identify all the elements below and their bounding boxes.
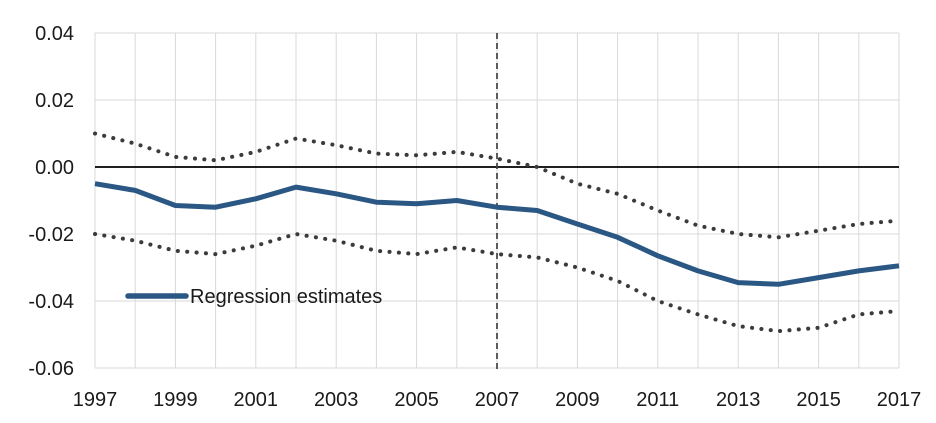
x-axis-tick-label: 2005: [394, 389, 439, 411]
x-axis-tick-label: 2015: [796, 389, 841, 411]
x-axis-tick-label: 2009: [555, 389, 600, 411]
y-axis-tick-label: 0.00: [35, 157, 74, 179]
x-axis-tick-label: 1997: [73, 389, 118, 411]
x-axis-tick-label: 1999: [153, 389, 198, 411]
regression-estimates-line: [94, 181, 900, 287]
y-axis-tick-label: -0.06: [28, 358, 74, 380]
y-axis-tick-label: -0.04: [28, 291, 74, 313]
legend-label: Regression estimates: [190, 286, 382, 308]
x-axis-tick-label: 2003: [314, 389, 359, 411]
y-axis-tick-label: 0.02: [35, 90, 74, 112]
x-axis-tick-label: 2001: [234, 389, 279, 411]
x-axis-tick-label: 2013: [716, 389, 761, 411]
x-axis-tick-label: 2017: [877, 389, 922, 411]
x-axis-tick-label: 2007: [475, 389, 520, 411]
x-axis-tick-label: 2011: [636, 389, 679, 411]
y-axis-tick-label: -0.02: [28, 224, 74, 246]
y-axis-tick-label: 0.04: [35, 23, 74, 45]
